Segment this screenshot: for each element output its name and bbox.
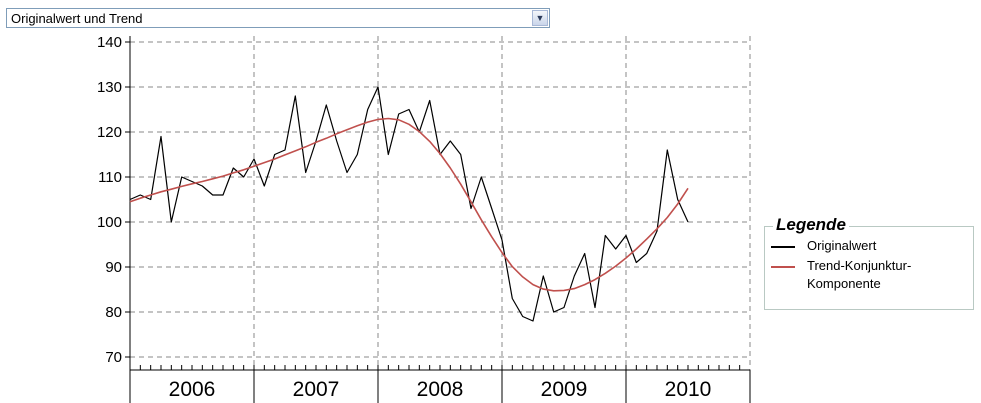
y-tick-label: 90 <box>105 259 122 276</box>
chart-series <box>129 86 689 322</box>
legend-swatch-originalwert <box>771 246 795 248</box>
series-select-dropdown[interactable]: Originalwert und Trend ▼ <box>6 8 550 28</box>
x-tick-label: 2006 <box>169 378 216 401</box>
y-tick-label: 130 <box>97 79 122 96</box>
y-tick-label: 70 <box>105 349 122 366</box>
series-line-trend <box>129 117 689 292</box>
legend-label-trend: Trend-Konjunktur- <box>807 258 912 273</box>
y-tick-label: 110 <box>98 169 122 186</box>
x-tick-label: 2008 <box>417 378 464 401</box>
x-tick-label: 2009 <box>541 378 588 401</box>
series-select-value: Originalwert und Trend <box>11 11 143 26</box>
x-tick-label: 2007 <box>293 378 340 401</box>
legend-title: Legende <box>773 215 849 235</box>
legend-item-trend: Trend-Konjunktur- Komponente <box>771 257 961 297</box>
y-tick-label: 120 <box>97 124 122 141</box>
chart-ticks: 70 80 90 100 110 120 130 140 2006 2007 2008 2009 201… <box>97 34 751 403</box>
chevron-down-icon[interactable]: ▼ <box>532 10 548 26</box>
series-line-originalwert <box>129 86 689 322</box>
y-tick-label: 80 <box>105 304 122 321</box>
chart-axes <box>129 36 750 371</box>
legend-label-trend-2: Komponente <box>807 276 881 291</box>
legend-swatch-trend <box>771 266 795 268</box>
chart-grid <box>130 36 751 370</box>
legend-label-originalwert: Originalwert <box>807 238 877 253</box>
chart-legend: Legende Originalwert Trend-Konjunktur- K… <box>764 215 974 310</box>
line-chart: 70 80 90 100 110 120 130 140 2006 2007 2008 2009 201… <box>97 34 751 403</box>
y-tick-label: 140 <box>97 34 122 51</box>
y-tick-label: 100 <box>97 214 122 231</box>
legend-item-originalwert: Originalwert <box>771 237 961 257</box>
x-tick-label: 2010 <box>665 378 712 401</box>
